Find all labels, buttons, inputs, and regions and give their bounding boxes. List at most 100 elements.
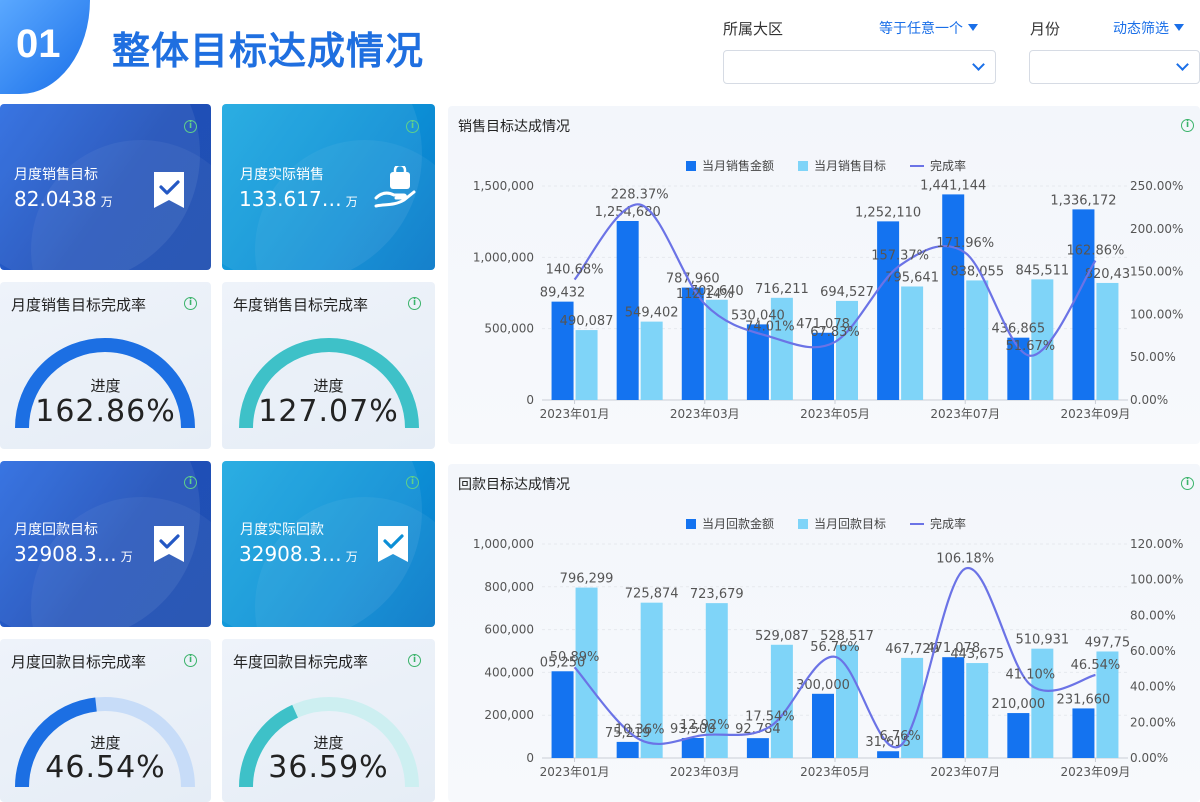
bar-target[interactable] xyxy=(836,644,858,758)
bar-target[interactable] xyxy=(966,280,989,400)
rate-label: 10.36% xyxy=(615,723,665,738)
y-left-tick-label: 500,000 xyxy=(484,322,534,336)
gauge-title: 月度销售目标完成率 xyxy=(11,296,147,314)
bar-target[interactable] xyxy=(901,286,924,400)
month-filter-mode-dropdown[interactable]: 动态筛选 xyxy=(1113,18,1184,38)
info-icon[interactable]: i xyxy=(1181,119,1194,132)
gauge-title: 月度回款目标完成率 xyxy=(11,653,147,671)
bar-amount[interactable] xyxy=(681,287,704,400)
gauge-value: 162.86% xyxy=(35,394,176,429)
rate-label: 46.54% xyxy=(1071,658,1121,673)
bar-target[interactable] xyxy=(770,644,793,758)
gauge-center-label: 进度 xyxy=(313,377,344,395)
rate-label: 140.68% xyxy=(546,263,604,278)
bar-target[interactable] xyxy=(705,603,728,758)
bookmark-check-icon xyxy=(154,526,184,562)
bar-target-label: 796,299 xyxy=(560,572,614,587)
chevron-down-icon xyxy=(1176,58,1189,71)
bar-target[interactable] xyxy=(966,663,989,758)
x-tick-label: 2023年01月 xyxy=(540,765,610,779)
gauge-monthly-sales-rate xyxy=(15,338,195,429)
kpi-card-monthly-actual-sales: i 月度实际销售 133.617… 万 xyxy=(222,104,435,270)
bar-target-label: 845,511 xyxy=(1015,263,1069,278)
bar-target[interactable] xyxy=(1031,648,1054,758)
bar-amount[interactable] xyxy=(746,324,769,400)
rate-label: 12.92% xyxy=(680,718,730,733)
bar-target[interactable] xyxy=(770,297,793,400)
bar-target[interactable] xyxy=(836,300,858,400)
rate-label: 112.14% xyxy=(676,287,734,302)
y-left-tick-label: 0 xyxy=(526,393,534,407)
bar-amount[interactable] xyxy=(616,741,639,758)
region-filter-mode-dropdown[interactable]: 等于任意一个 xyxy=(879,18,978,38)
x-tick-label: 2023年03月 xyxy=(670,765,740,779)
bar-amount[interactable] xyxy=(942,194,965,400)
kpi-unit: 万 xyxy=(345,550,358,564)
rate-label: 67.83% xyxy=(810,325,860,340)
bar-amount[interactable] xyxy=(681,737,704,758)
info-icon[interactable]: i xyxy=(184,654,197,667)
y-right-tick-label: 0.00% xyxy=(1130,393,1168,407)
bar-target-label: 723,679 xyxy=(690,587,744,602)
info-icon[interactable]: i xyxy=(408,654,421,667)
bar-target[interactable] xyxy=(640,321,663,400)
y-left-tick-label: 400,000 xyxy=(484,665,534,679)
y-right-tick-label: 200.00% xyxy=(1130,222,1183,236)
bar-amount[interactable] xyxy=(812,332,834,400)
bar-target-label: 838,055 xyxy=(950,264,1004,279)
bar-amount[interactable] xyxy=(616,220,639,400)
gauge-yearly-sales-rate xyxy=(239,338,419,429)
bar-amount-label: 231,660 xyxy=(1057,692,1111,707)
hand-bag-icon xyxy=(374,166,416,208)
info-icon[interactable]: i xyxy=(406,120,419,133)
bar-target-label: 694,527 xyxy=(820,285,874,300)
kpi-label: 月度销售目标 xyxy=(14,167,98,183)
bar-target[interactable] xyxy=(1031,279,1054,400)
y-left-tick-label: 1,000,000 xyxy=(473,250,534,264)
info-icon[interactable]: i xyxy=(184,476,197,489)
gauge-fill xyxy=(15,338,195,429)
bar-target[interactable] xyxy=(640,602,663,758)
bar-amount[interactable] xyxy=(877,751,900,758)
bar-target[interactable] xyxy=(705,299,728,400)
bar-amount[interactable] xyxy=(551,301,574,400)
bar-amount[interactable] xyxy=(1072,708,1095,758)
rate-label: 50.89% xyxy=(550,650,600,665)
info-icon[interactable]: i xyxy=(184,120,197,133)
bar-amount-label: 471,078 xyxy=(796,317,850,332)
info-icon[interactable]: i xyxy=(1181,477,1194,490)
rate-label: 41.10% xyxy=(1006,668,1056,683)
bar-amount[interactable] xyxy=(812,693,834,758)
kpi-unit: 万 xyxy=(345,195,358,209)
legend-label: 当月回款金额 xyxy=(702,516,774,531)
bar-amount[interactable] xyxy=(551,671,574,758)
bar-target-label: 490,087 xyxy=(560,314,614,329)
region-filter-select[interactable] xyxy=(723,50,996,84)
bar-amount[interactable] xyxy=(1072,209,1095,400)
bar-amount[interactable] xyxy=(942,657,965,758)
bar-target[interactable] xyxy=(1096,651,1119,758)
rate-label: 228.37% xyxy=(611,188,669,203)
x-tick-label: 2023年01月 xyxy=(540,407,610,421)
bar-target[interactable] xyxy=(1096,282,1119,400)
kpi-card-monthly-actual-payment: i 月度实际回款 32908.3… 万 xyxy=(222,461,435,627)
info-icon[interactable]: i xyxy=(184,297,197,310)
region-filter-label: 所属大区 xyxy=(723,20,784,38)
bar-target[interactable] xyxy=(575,587,598,758)
kpi-unit: 万 xyxy=(100,195,113,209)
bar-amount[interactable] xyxy=(1007,713,1030,758)
info-icon[interactable]: i xyxy=(406,476,419,489)
kpi-label: 月度实际销售 xyxy=(240,167,324,183)
bar-amount[interactable] xyxy=(746,738,769,758)
rate-label: 56.76% xyxy=(810,640,860,655)
info-icon[interactable]: i xyxy=(408,297,421,310)
x-tick-label: 2023年09月 xyxy=(1061,407,1131,421)
gauge-monthly-payment-rate xyxy=(15,697,195,788)
section-number-badge: 01 xyxy=(0,0,90,94)
y-right-tick-label: 150.00% xyxy=(1130,265,1183,279)
bar-target[interactable] xyxy=(901,657,924,758)
bar-amount[interactable] xyxy=(877,221,900,400)
bookmark-check-icon xyxy=(154,172,184,208)
bar-target[interactable] xyxy=(575,330,598,400)
month-filter-select[interactable] xyxy=(1029,50,1200,84)
